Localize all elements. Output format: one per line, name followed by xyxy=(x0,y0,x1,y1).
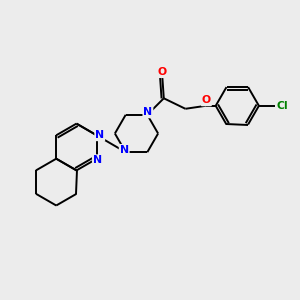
Text: Cl: Cl xyxy=(276,101,288,111)
Text: N: N xyxy=(143,107,152,117)
Text: N: N xyxy=(95,130,104,140)
Text: N: N xyxy=(93,155,102,165)
Text: O: O xyxy=(202,95,211,105)
Text: N: N xyxy=(120,145,129,155)
Text: O: O xyxy=(158,67,167,77)
